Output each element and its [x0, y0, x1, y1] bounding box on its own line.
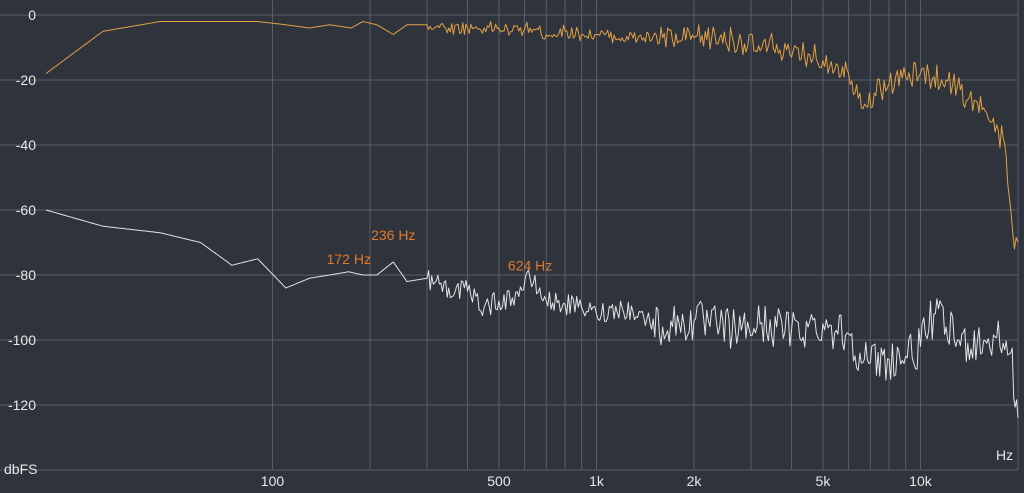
x-unit-label: Hz	[996, 447, 1013, 463]
x-tick-label: 5k	[816, 473, 832, 489]
y-tick-label: -120	[8, 397, 36, 413]
y-tick-label: -40	[16, 137, 36, 153]
y-tick-label: -80	[16, 267, 36, 283]
peak-label: 172 Hz	[327, 251, 371, 267]
x-tick-label: 1k	[589, 473, 605, 489]
y-tick-label: 0	[28, 7, 36, 23]
x-tick-label: 500	[487, 473, 511, 489]
series-line-1	[45, 21, 1019, 250]
x-tick-label: 100	[261, 473, 285, 489]
x-tick-label: 2k	[687, 473, 703, 489]
series-line-2	[45, 209, 1019, 419]
y-tick-label: -60	[16, 202, 36, 218]
y-tick-label: -100	[8, 332, 36, 348]
y-tick-label: -20	[16, 72, 36, 88]
x-tick-label: 10k	[909, 473, 933, 489]
peak-label: 236 Hz	[371, 227, 415, 243]
peak-label: 624 Hz	[508, 257, 552, 273]
y-unit-label: dbFS	[4, 461, 37, 477]
